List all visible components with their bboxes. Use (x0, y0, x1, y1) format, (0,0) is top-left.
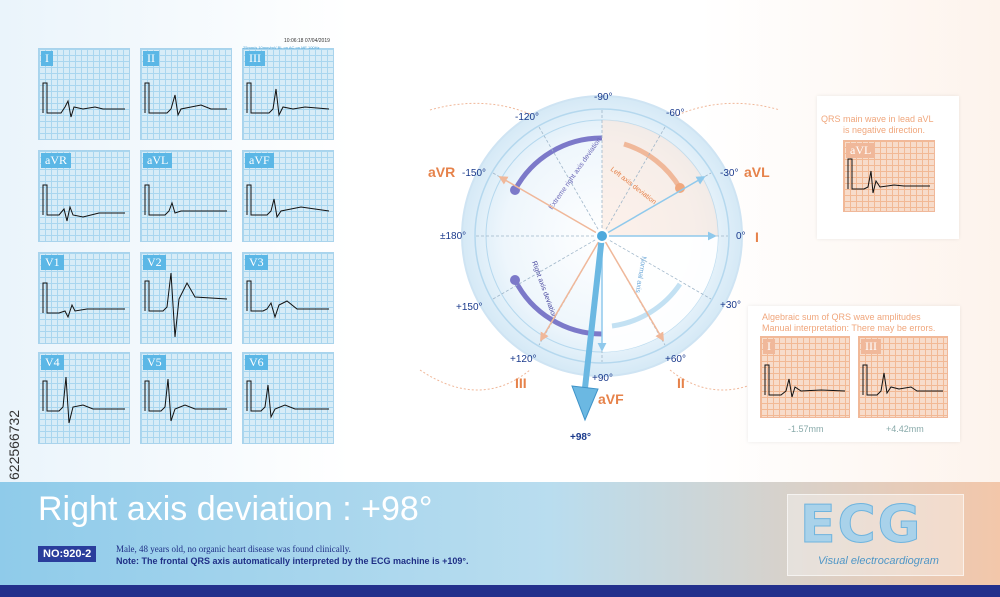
angle-minus-150: -150° (462, 168, 486, 179)
lead-tile-label: V1 (41, 255, 64, 270)
lead-tile-label: V6 (245, 355, 268, 370)
ecg-trace (42, 184, 125, 222)
lead-tile-iii: III (242, 48, 334, 140)
lead-tile-v1: V1 (38, 252, 130, 344)
timestamp: 10:06:18 07/04/2019 (284, 38, 330, 44)
ecg-trace (42, 376, 125, 424)
angle-minus-30: -30° (720, 168, 738, 179)
avl-strip-label: aVL (846, 143, 876, 158)
angle-minus-120: -120° (515, 112, 539, 123)
lead-tile-v5: V5 (140, 352, 232, 444)
avl-note-line2: is negative direction. (843, 125, 926, 135)
lead-label-avl: aVL (744, 164, 770, 180)
lead-label-iii: III (515, 375, 527, 391)
angle-minus-90: -90° (594, 92, 612, 103)
ecg-trace (42, 282, 125, 319)
footer-banner (0, 482, 1000, 585)
avl-note-card: QRS main wave in lead aVL is negative di… (817, 96, 959, 239)
machine-settings: 25mm/s 10mm/mV BL on AC on MF 100Hz (243, 45, 320, 50)
lead-iii-sum: +4.42mm (886, 424, 924, 434)
sum-note-card: Algebraic sum of QRS wave amplitudes Man… (748, 306, 960, 442)
machine-note: Note: The frontal QRS axis automatically… (116, 556, 469, 566)
lead-label-avr: aVR (428, 164, 455, 180)
ecg-trace (144, 82, 227, 117)
lead-iii-strip: III (858, 336, 948, 418)
watermark-id: 622566732 (6, 409, 22, 480)
case-number: NO:920-2 (38, 546, 97, 562)
avl-strip: aVL (843, 140, 935, 212)
lead-i-strip-label: I (763, 339, 775, 354)
lead-tile-ii: II (140, 48, 232, 140)
ecg-trace (144, 184, 227, 216)
patient-info: Male, 48 years old, no organic heart dis… (116, 544, 351, 554)
lead-tile-v3: V3 (242, 252, 334, 344)
lead-label-avf: aVF (598, 391, 624, 407)
ecg-trace (246, 280, 329, 319)
lead-tile-label: II (143, 51, 159, 66)
lead-tile-i: I (38, 48, 130, 140)
lead-iii-strip-label: III (861, 339, 881, 354)
lead-tile-label: aVL (143, 153, 173, 168)
sum-note-line2: Manual interpretation: There may be erro… (762, 323, 936, 333)
ecg-logo: ECG Visual electrocardiogram (787, 494, 964, 576)
sum-note-line1: Algebraic sum of QRS wave amplitudes (762, 312, 921, 322)
angle-0: 0° (736, 231, 746, 242)
angle-plus-150: +150° (456, 302, 483, 313)
lead-tile-avl: aVL (140, 150, 232, 242)
bottom-bar (0, 585, 1000, 597)
angle-plus-60: +60° (665, 354, 686, 365)
page-title: Right axis deviation : +98° (38, 490, 433, 528)
lead-i-strip: I (760, 336, 850, 418)
ecg-trace (144, 378, 227, 422)
ecg-trace (246, 380, 329, 419)
lead-label-ii: II (677, 375, 685, 391)
lead-tile-label: V4 (41, 355, 64, 370)
axis-result-label: +98° (570, 432, 591, 443)
lead-tile-v4: V4 (38, 352, 130, 444)
ecg-trace (246, 184, 330, 219)
angle-plus-30: +30° (720, 300, 741, 311)
logo-text: ECG (799, 495, 923, 556)
lead-tile-label: aVF (245, 153, 274, 168)
lead-tile-v2: V2 (140, 252, 232, 344)
angle-minus-60: -60° (666, 108, 684, 119)
lead-tile-v6: V6 (242, 352, 334, 444)
lead-i-sum: -1.57mm (788, 424, 824, 434)
ecg-trace (42, 82, 125, 118)
angle-plus-120: +120° (510, 354, 537, 365)
lead-tile-label: I (41, 51, 53, 66)
ecg-trace (144, 272, 228, 338)
avl-note-line1: QRS main wave in lead aVL (821, 114, 934, 124)
angle-180: ±180° (440, 231, 466, 242)
qrs-axis-pointer (571, 229, 609, 422)
logo-subtitle: Visual electrocardiogram (818, 555, 939, 567)
lead-label-i: I (755, 229, 759, 245)
lead-tile-avf: aVF (242, 150, 334, 242)
lead-tile-label: V5 (143, 355, 166, 370)
lead-tile-avr: aVR (38, 150, 130, 242)
lead-tile-label: V2 (143, 255, 166, 270)
lead-tile-label: aVR (41, 153, 71, 168)
hexaxial-diagram: Extreme right axis deviation Left axis d… (419, 92, 781, 443)
ecg-trace (246, 82, 330, 117)
lead-tile-label: V3 (245, 255, 268, 270)
lead-tile-label: III (245, 51, 265, 66)
angle-plus-90: +90° (592, 373, 613, 384)
